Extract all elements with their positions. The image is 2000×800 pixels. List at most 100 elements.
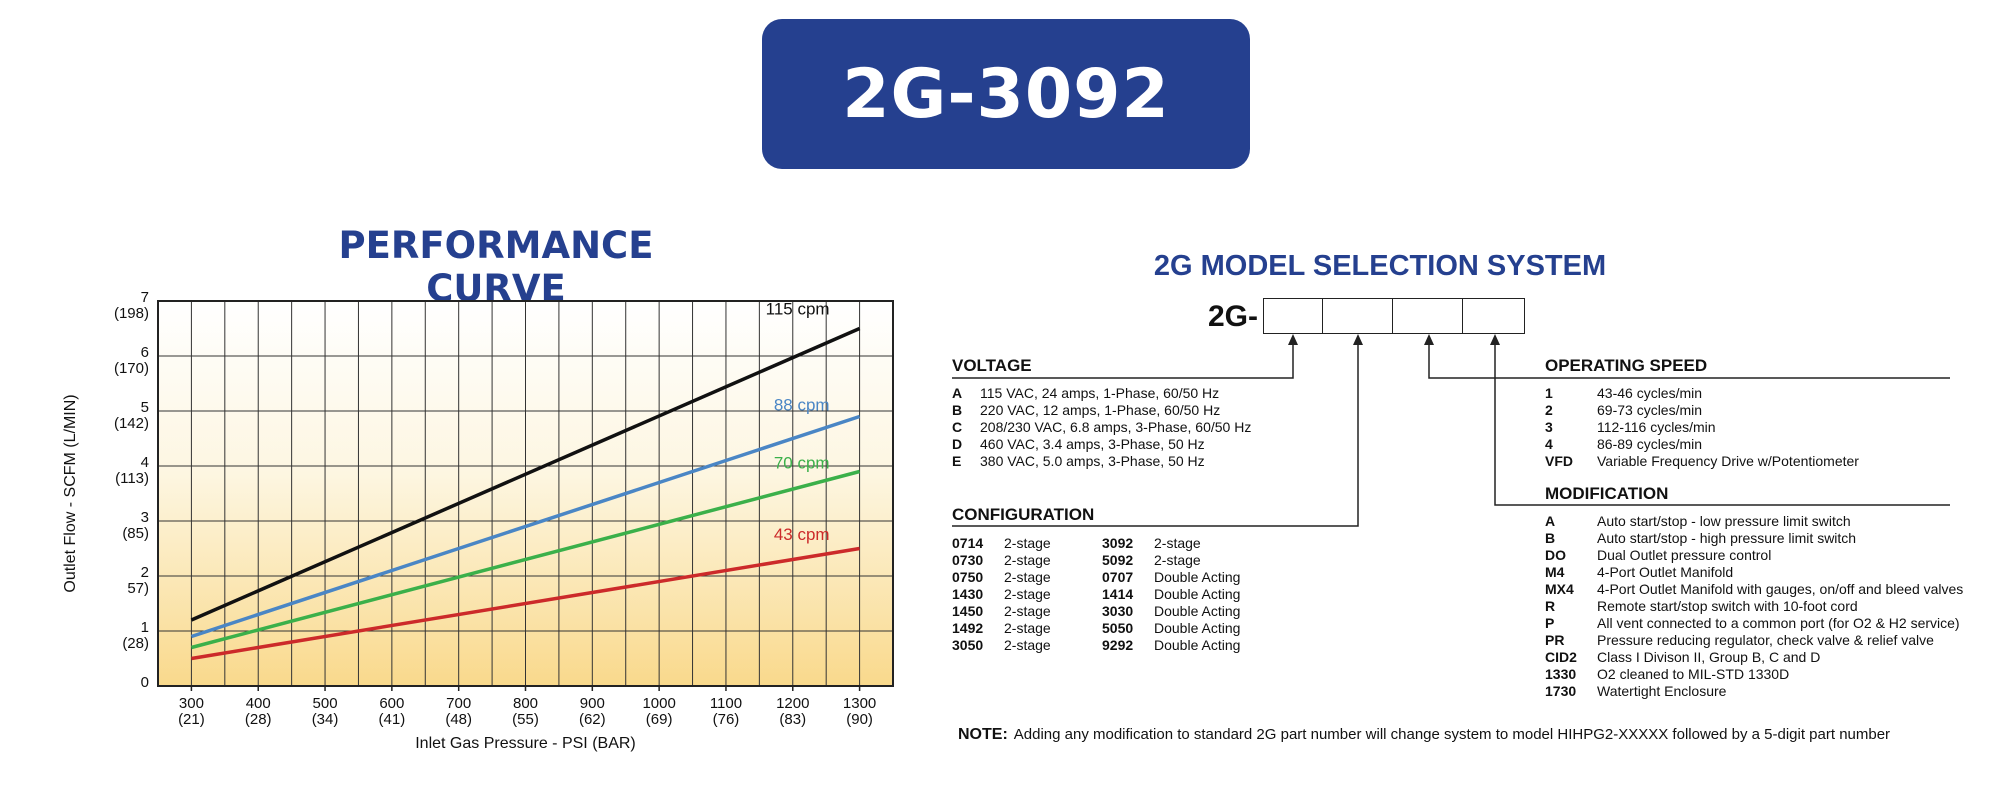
list-item: C 208/230 VAC, 6.8 amps, 3-Phase, 60/50 H…	[952, 419, 1252, 435]
series-label: 88 cpm	[774, 396, 830, 415]
list-item: 5092 2-stage	[1102, 552, 1201, 568]
list-item: 2 69-73 cycles/min	[1545, 402, 1703, 418]
x-tick-sublabel: (28)	[245, 711, 272, 728]
list-item: E 380 VAC, 5.0 amps, 3-Phase, 50 Hz	[952, 453, 1205, 469]
note-text: Adding any modification to standard 2G p…	[1013, 726, 1891, 743]
y-tick-label: 0	[141, 674, 149, 691]
list-item: DO Dual Outlet pressure control	[1545, 547, 1772, 563]
list-item: PR Pressure reducing regulator, check val…	[1545, 632, 1934, 648]
list-item: CID2 Class I Divison II, Group B, C and D	[1545, 649, 1821, 665]
voltage-arrow-icon	[1288, 334, 1298, 345]
x-tick-label: 300	[179, 695, 204, 712]
list-item: A Auto start/stop - low pressure limit sw…	[1545, 513, 1851, 529]
list-item: 4 86-89 cycles/min	[1545, 436, 1703, 452]
list-item: 3 112-116 cycles/min	[1545, 419, 1716, 435]
list-item: 1414 Double Acting	[1102, 586, 1241, 602]
x-tick-label: 500	[313, 695, 338, 712]
series-line	[190, 326, 861, 622]
list-item: 3030 Double Acting	[1102, 603, 1241, 619]
y-tick-sublabel: (85)	[122, 525, 149, 542]
list-item: M4 4-Port Outlet Manifold	[1545, 564, 1734, 580]
voltage-connector	[952, 338, 1294, 379]
list-item: R Remote start/stop switch with 10-foot c…	[1545, 598, 1858, 614]
modification-connector	[1494, 338, 1950, 506]
x-tick-sublabel: (69)	[646, 711, 673, 728]
list-item: 0714 2-stage	[952, 535, 1051, 551]
y-tick-label: 5	[141, 399, 149, 416]
x-tick-label: 600	[379, 695, 404, 712]
configuration-arrow-icon	[1353, 334, 1363, 345]
list-item: 1450 2-stage	[952, 603, 1051, 619]
list-item: 1730 Watertight Enclosure	[1545, 683, 1727, 699]
list-item: 3092 2-stage	[1102, 535, 1201, 551]
configuration-list-left: 0714 2-stage 0730 2-stage 0750 2-stage 1430…	[952, 535, 1051, 654]
y-tick-label: 4	[141, 454, 149, 471]
model-banner: 2G-3092	[762, 19, 1250, 169]
y-axis-ticks: 0 1(28) 257) 3(85) 4(113) 5(142) 6(170) 7(198)	[114, 289, 149, 691]
note: NOTE: Adding any modification to standard…	[958, 726, 1890, 744]
y-tick-label: 2	[141, 564, 149, 581]
chart-series: 115 cpm 88 cpm 70 cpm 43 cpm	[190, 299, 861, 661]
list-item: 1330 O2 cleaned to MIL-STD 1330D	[1545, 666, 1790, 682]
configuration-heading: CONFIGURATION	[952, 505, 1095, 524]
y-tick-label: 7	[141, 289, 149, 306]
list-item: 0707 Double Acting	[1102, 569, 1241, 585]
x-tick-label: 1200	[776, 695, 809, 712]
chart-grid	[158, 301, 893, 686]
modification-arrow-icon	[1490, 334, 1500, 345]
x-tick-sublabel: (76)	[713, 711, 740, 728]
y-tick-label: 3	[141, 509, 149, 526]
configuration-list-right: 3092 2-stage 5092 2-stage 0707 Double Actin…	[1102, 535, 1240, 654]
voltage-list: A 115 VAC, 24 amps, 1-Phase, 60/50 Hz B 22…	[952, 385, 1251, 470]
modification-heading: MODIFICATION	[1545, 484, 1669, 503]
list-item: 0750 2-stage	[952, 569, 1051, 585]
list-item: 3050 2-stage	[952, 637, 1051, 653]
x-tick-label: 400	[246, 695, 271, 712]
x-tick-label: 1000	[642, 695, 675, 712]
list-item: 1492 2-stage	[952, 620, 1051, 636]
series-line	[190, 414, 861, 639]
speed-code-box	[1392, 298, 1464, 334]
modification-list: A Auto start/stop - low pressure limit sw…	[1545, 513, 1963, 700]
x-tick-sublabel: (62)	[579, 711, 606, 728]
voltage-heading: VOLTAGE	[952, 356, 1032, 375]
list-item: B Auto start/stop - high pressure limit s…	[1545, 530, 1857, 546]
modification-code-box	[1462, 298, 1525, 334]
series-label: 115 cpm	[766, 299, 830, 318]
y-tick-sublabel: (170)	[114, 360, 149, 377]
series-label: 70 cpm	[774, 453, 830, 472]
x-tick-sublabel: (90)	[846, 711, 873, 728]
list-item: 1430 2-stage	[952, 586, 1051, 602]
x-tick-label: 700	[446, 695, 471, 712]
x-tick-sublabel: (21)	[178, 711, 205, 728]
list-item: MX4 4-Port Outlet Manifold with gauges, o…	[1545, 581, 1964, 597]
series-label: 43 cpm	[774, 525, 830, 544]
x-tick-sublabel: (83)	[779, 711, 806, 728]
list-item: B 220 VAC, 12 amps, 1-Phase, 60/50 Hz	[952, 402, 1221, 418]
x-tick-sublabel: (34)	[312, 711, 339, 728]
x-tick-label: 800	[513, 695, 538, 712]
list-item: 5050 Double Acting	[1102, 620, 1241, 636]
x-tick-label: 1100	[710, 695, 742, 712]
x-tick-label: 1300	[843, 695, 876, 712]
speed-arrow-icon	[1424, 334, 1434, 345]
performance-chart: 115 cpm 88 cpm 70 cpm 43 cpm 300(21) 400(28)…	[62, 289, 894, 752]
y-tick-sublabel: (198)	[114, 305, 149, 322]
y-tick-sublabel: (113)	[115, 470, 149, 487]
list-item: 1 43-46 cycles/min	[1545, 385, 1703, 401]
x-axis-label: Inlet Gas Pressure - PSI (BAR)	[415, 735, 636, 752]
list-item: A 115 VAC, 24 amps, 1-Phase, 60/50 Hz	[952, 385, 1220, 401]
y-tick-sublabel: 57)	[127, 580, 149, 597]
y-tick-sublabel: (142)	[114, 415, 149, 432]
list-item: D 460 VAC, 3.4 amps, 3-Phase, 50 Hz	[952, 436, 1205, 452]
y-tick-label: 6	[141, 344, 149, 361]
y-tick-label: 1	[141, 619, 149, 636]
configuration-code-box	[1322, 298, 1394, 334]
operating-speed-list: 1 43-46 cycles/min 2 69-73 cycles/min 3 112…	[1545, 385, 1859, 470]
list-item: 0730 2-stage	[952, 552, 1051, 568]
series-line	[190, 469, 861, 650]
x-tick-sublabel: (55)	[512, 711, 539, 728]
x-tick-sublabel: (48)	[445, 711, 472, 728]
list-item: 9292 Double Acting	[1102, 637, 1241, 653]
model-prefix: 2G-	[1208, 300, 1259, 333]
